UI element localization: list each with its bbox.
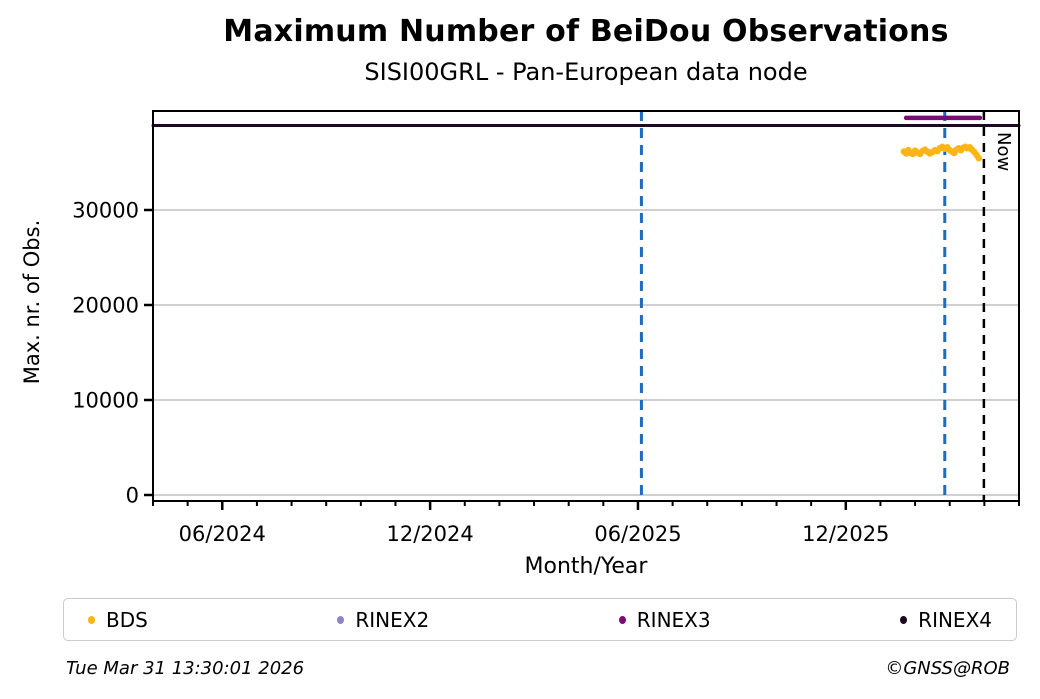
legend-label: RINEX4 [918, 607, 992, 632]
legend-item-rinex2: RINEX2 [337, 608, 429, 632]
now-label: Now [993, 132, 1014, 171]
legend-marker-icon [88, 615, 95, 624]
y-tick-label: 0 [126, 483, 139, 507]
legend-item-bds: BDS [88, 608, 148, 632]
legend-item-rinex3: RINEX3 [618, 607, 711, 632]
legend-label: RINEX2 [355, 607, 430, 632]
plot-border [152, 110, 1020, 502]
legend-label: BDS [106, 607, 148, 632]
y-tick-label: 20000 [72, 293, 139, 317]
legend-marker-icon [337, 615, 345, 624]
x-tick-label: 06/2024 [179, 522, 266, 546]
copyright-label: ©GNSS@ROB [885, 658, 1010, 679]
legend-marker-icon [618, 615, 626, 624]
legend-label: RINEX3 [636, 607, 711, 632]
chart-subtitle: SISI00GRL - Pan-European data node [364, 58, 808, 86]
x-axis-label: Month/Year [524, 554, 648, 579]
series-bds-point [975, 154, 983, 162]
x-tick-label: 06/2025 [594, 522, 681, 546]
y-tick-label: 10000 [72, 388, 139, 412]
chart-title: Maximum Number of BeiDou Observations [223, 14, 949, 49]
legend-box: BDS RINEX2 RINEX3 RINEX4 [63, 598, 1017, 641]
x-tick-label: 12/2025 [802, 522, 889, 546]
x-tick-label: 12/2024 [386, 522, 473, 546]
plot-timestamp: Tue Mar 31 13:30:01 2026 [66, 658, 305, 679]
legend-marker-icon [900, 615, 908, 624]
legend-item-rinex4: RINEX4 [900, 608, 992, 632]
y-tick-label: 30000 [72, 198, 139, 222]
